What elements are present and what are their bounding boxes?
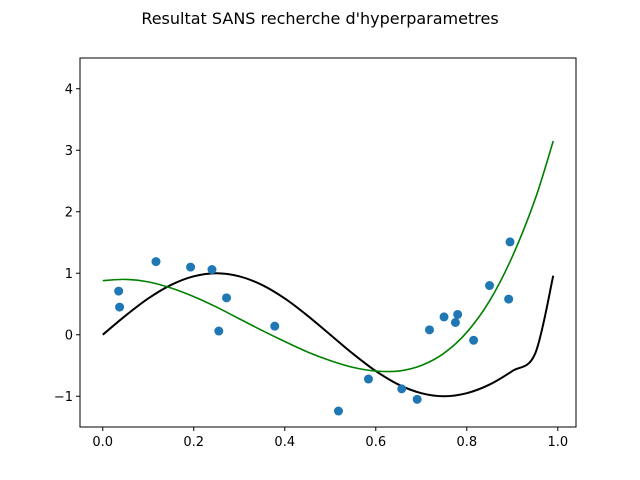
x-axis: 0.0 0.2 0.4 0.6 0.8 1.0	[92, 427, 568, 450]
data-point	[504, 294, 514, 304]
data-point	[115, 302, 125, 312]
data-point	[412, 394, 422, 404]
data-point	[469, 335, 479, 345]
y-tick-label: 3	[65, 144, 73, 159]
x-tick-label: 0.6	[365, 435, 386, 450]
data-point	[333, 406, 343, 416]
series-lines	[102, 140, 555, 398]
data-point	[505, 237, 515, 247]
data-point	[151, 257, 161, 267]
data-point	[439, 312, 449, 322]
data-point	[222, 293, 232, 303]
data-points	[114, 237, 515, 416]
plot-area-frame	[79, 57, 577, 428]
model-prediction-line	[102, 140, 555, 373]
data-point	[397, 384, 407, 394]
data-point	[114, 286, 124, 296]
data-point	[485, 281, 495, 291]
y-tick-label: 2	[65, 205, 73, 220]
x-tick-label: 0.8	[456, 435, 477, 450]
y-axis: −1 0 1 2 3 4	[54, 82, 80, 405]
y-tick-label: 4	[65, 82, 73, 97]
y-tick-label: 0	[65, 328, 73, 343]
x-tick-label: 0.0	[92, 435, 113, 450]
data-point	[450, 317, 460, 327]
data-point	[453, 309, 463, 319]
x-tick-label: 0.4	[274, 435, 295, 450]
data-point	[270, 321, 280, 331]
y-tick-label: 1	[65, 267, 73, 282]
chart-title: Resultat SANS recherche d'hyperparametre…	[141, 9, 498, 28]
x-tick-label: 1.0	[547, 435, 568, 450]
data-point	[363, 374, 373, 384]
x-tick-label: 0.2	[183, 435, 204, 450]
data-point	[424, 325, 434, 335]
true-function-line	[102, 272, 555, 398]
data-point	[207, 265, 217, 275]
data-point	[186, 262, 196, 272]
data-point	[214, 326, 224, 336]
y-tick-label: −1	[54, 390, 73, 405]
